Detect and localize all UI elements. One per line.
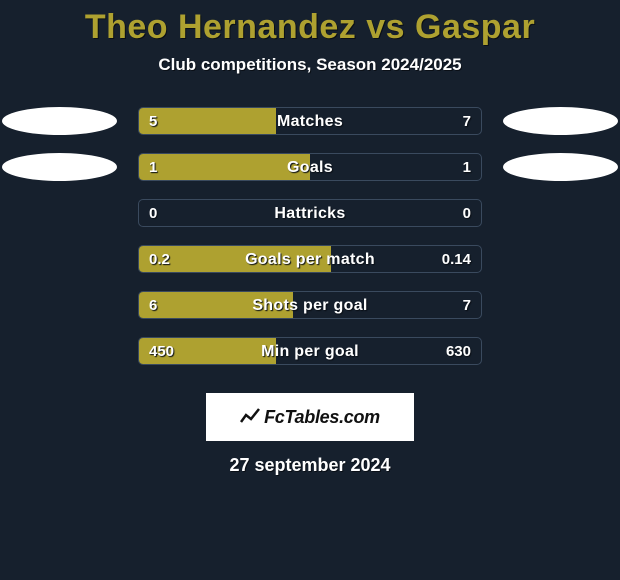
logo-icon [240, 407, 260, 427]
logo-text: FcTables.com [264, 407, 380, 428]
stat-bar: 67Shots per goal [138, 291, 482, 319]
snapshot-date: 27 september 2024 [0, 455, 620, 476]
stat-bar: 0.20.14Goals per match [138, 245, 482, 273]
stat-label: Shots per goal [139, 292, 481, 319]
stat-row: 11Goals [0, 151, 620, 197]
comparison-subtitle: Club competitions, Season 2024/2025 [0, 55, 620, 75]
stat-bar: 11Goals [138, 153, 482, 181]
stat-bar: 450630Min per goal [138, 337, 482, 365]
stat-label: Goals [139, 154, 481, 181]
player-left-marker [2, 153, 117, 181]
stat-label: Hattricks [139, 200, 481, 227]
stat-row: 450630Min per goal [0, 335, 620, 381]
stat-row: 0.20.14Goals per match [0, 243, 620, 289]
player-right-marker [503, 153, 618, 181]
stat-row: 00Hattricks [0, 197, 620, 243]
stat-row: 67Shots per goal [0, 289, 620, 335]
comparison-title: Theo Hernandez vs Gaspar [0, 0, 620, 47]
player-right-marker [503, 107, 618, 135]
stat-row: 57Matches [0, 105, 620, 151]
stat-rows-container: 57Matches 11Goals 00Hattricks 0.20.14Goals … [0, 105, 620, 381]
fctables-logo: FcTables.com [206, 393, 414, 441]
stat-label: Min per goal [139, 338, 481, 365]
stat-bar: 00Hattricks [138, 199, 482, 227]
stat-bar: 57Matches [138, 107, 482, 135]
stat-label: Matches [139, 108, 481, 135]
stat-label: Goals per match [139, 246, 481, 273]
player-left-marker [2, 107, 117, 135]
